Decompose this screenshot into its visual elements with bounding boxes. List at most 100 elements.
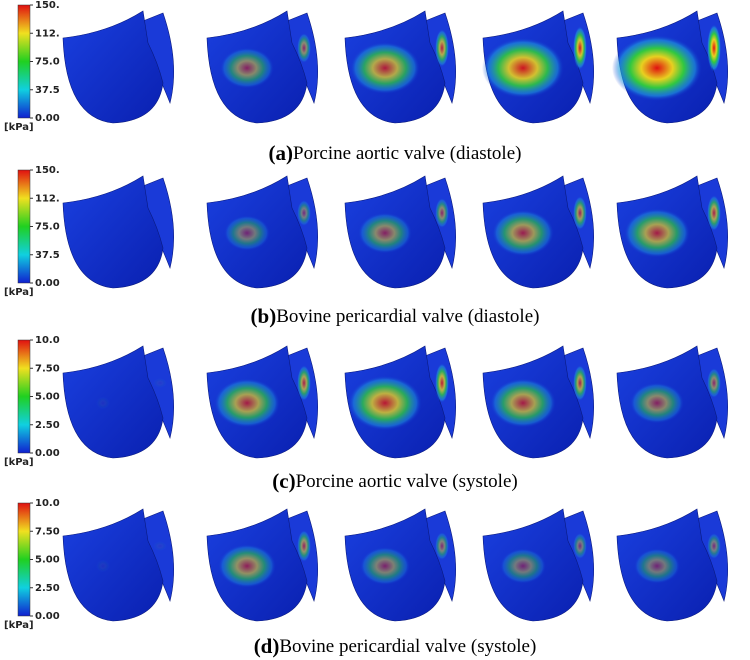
valve-image xyxy=(206,175,318,289)
caption: (a)Porcine aortic valve (diastole) xyxy=(269,141,522,165)
valve-cup xyxy=(62,175,164,289)
colorbar-label: 75.0 xyxy=(35,222,60,233)
colorbar-unit: [kPa] xyxy=(4,122,34,133)
colorbar-label: 75.0 xyxy=(35,57,60,68)
colorbar xyxy=(17,502,31,617)
valve-image xyxy=(62,10,174,124)
stress-region xyxy=(500,548,546,584)
colorbar-label: 2.50 xyxy=(35,583,60,594)
valve-cup xyxy=(62,508,164,622)
valve-image xyxy=(344,10,456,124)
valve-image xyxy=(344,508,456,622)
caption: (b)Bovine pericardial valve (diastole) xyxy=(251,304,540,328)
colorbar-label: 0.00 xyxy=(35,611,60,622)
valve-image xyxy=(616,345,728,459)
stress-region xyxy=(630,382,684,424)
colorbar-unit: [kPa] xyxy=(4,620,34,631)
colorbar-label: 150. xyxy=(35,0,60,11)
stress-region xyxy=(612,35,702,101)
stress-region xyxy=(218,544,276,588)
colorbar-label: 10.0 xyxy=(35,335,60,346)
colorbar-label: 112. xyxy=(35,193,60,204)
colorbar-label: 5.00 xyxy=(35,392,60,403)
caption: (c)Porcine aortic valve (systole) xyxy=(272,469,517,493)
caption-text: Bovine pericardial valve (systole) xyxy=(279,636,536,657)
caption-label: (d) xyxy=(254,634,280,658)
caption-text: Porcine aortic valve (systole) xyxy=(296,471,518,492)
stress-region xyxy=(707,195,721,231)
stress-region xyxy=(220,47,274,89)
valve-image xyxy=(62,175,174,289)
colorbar xyxy=(17,169,31,284)
valve-image xyxy=(344,345,456,459)
valve-image xyxy=(206,345,318,459)
colorbar-label: 0.00 xyxy=(35,113,60,124)
caption-text: Bovine pericardial valve (diastole) xyxy=(276,306,539,327)
stress-region xyxy=(96,559,110,573)
valve-image xyxy=(616,508,728,622)
valve-image xyxy=(612,10,728,124)
colorbar-label: 5.00 xyxy=(35,555,60,566)
colorbar-label: 10.0 xyxy=(35,498,60,509)
valve-image xyxy=(206,508,318,622)
colorbar-label: 37.5 xyxy=(35,250,60,261)
colorbar-label: 150. xyxy=(35,165,60,176)
stress-region xyxy=(435,198,449,228)
stress-region xyxy=(297,200,311,226)
valve-image xyxy=(482,10,594,124)
stress-region xyxy=(707,24,721,72)
stress-region xyxy=(573,196,587,230)
stress-region xyxy=(348,375,422,431)
caption-text: Porcine aortic valve (diastole) xyxy=(293,143,521,164)
caption-label: (a) xyxy=(269,141,294,165)
colorbar-label: 112. xyxy=(35,28,60,39)
caption: (d)Bovine pericardial valve (systole) xyxy=(254,634,537,658)
colorbar-unit: [kPa] xyxy=(4,457,34,468)
stress-region xyxy=(360,547,410,585)
stress-region xyxy=(224,215,270,251)
colorbar-label: 2.50 xyxy=(35,420,60,431)
stress-region xyxy=(573,365,587,401)
stress-region xyxy=(492,209,554,257)
colorbar-label: 0.00 xyxy=(35,448,60,459)
stress-region xyxy=(297,365,311,401)
caption-label: (c) xyxy=(272,469,295,493)
stress-region xyxy=(573,533,587,559)
valve-image xyxy=(62,345,174,459)
panel: 10.0 7.50 5.00 2.50 0.00[kPa] (d)Bovine peric… xyxy=(4,498,728,658)
stress-region xyxy=(707,533,721,559)
stress-region xyxy=(297,33,311,63)
stress-region xyxy=(297,530,311,562)
valve-cup xyxy=(62,345,164,459)
stress-region xyxy=(624,208,690,258)
valve-image xyxy=(482,345,594,459)
colorbar-label: 7.50 xyxy=(35,526,60,537)
caption-label: (b) xyxy=(251,304,277,328)
stress-region xyxy=(490,378,556,428)
stress-region xyxy=(707,368,721,398)
colorbar xyxy=(17,4,31,119)
stress-region xyxy=(96,396,110,410)
stress-region xyxy=(634,548,680,584)
stress-region xyxy=(435,532,449,560)
valve-image xyxy=(482,175,594,289)
colorbar xyxy=(17,339,31,454)
valve-image xyxy=(62,508,174,622)
panel: 150. 112. 75.0 37.5 0.00[kPa] (b)Bovine peric… xyxy=(4,165,728,328)
valve-image xyxy=(616,175,728,289)
valve-cup xyxy=(62,10,164,124)
valve-image xyxy=(344,175,456,289)
colorbar-label: 0.00 xyxy=(35,278,60,289)
colorbar-unit: [kPa] xyxy=(4,287,34,298)
stress-region xyxy=(214,378,280,428)
valve-image xyxy=(206,10,318,124)
colorbar-label: 37.5 xyxy=(35,85,60,96)
stress-region xyxy=(358,212,412,254)
stress-region xyxy=(153,541,167,551)
stress-region xyxy=(153,378,167,388)
colorbar-label: 7.50 xyxy=(35,363,60,374)
stress-region xyxy=(435,363,449,403)
stress-region xyxy=(573,26,587,70)
panel: 150. 112. 75.0 37.5 0.00[kPa] (a)Porcine aort… xyxy=(4,0,728,165)
